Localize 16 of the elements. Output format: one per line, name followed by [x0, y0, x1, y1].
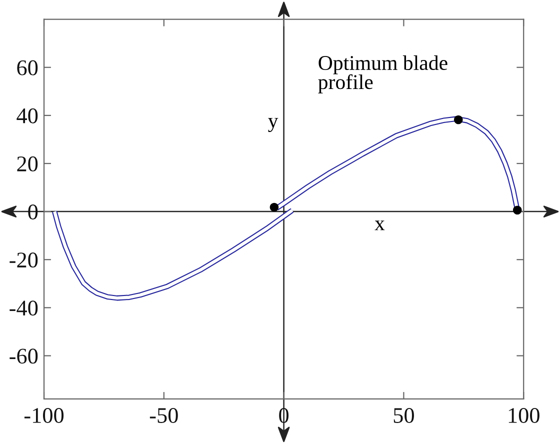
point [270, 202, 279, 212]
y-tick-label: 20 [17, 156, 38, 172]
x-tick-label: -100 [24, 408, 64, 423]
point [512, 206, 522, 215]
y-tick-label: -60 [10, 348, 38, 364]
y-tick-label: 60 [17, 60, 38, 76]
ref-line-label: x [374, 220, 385, 230]
point [454, 115, 463, 124]
x-tick-label: 100 [508, 408, 540, 423]
annotation: Optimum blade profile [318, 55, 448, 94]
x-tick-label: -50 [150, 408, 178, 423]
y-tick-label: 40 [16, 108, 38, 124]
ref-line-label: y [268, 118, 278, 132]
y-tick-label: -40 [10, 300, 38, 316]
y-tick-label: -20 [10, 252, 38, 268]
x-tick-label: 50 [394, 408, 414, 423]
